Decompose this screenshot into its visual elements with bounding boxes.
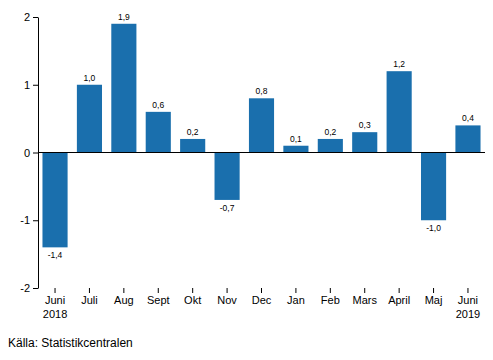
data-label: 0,2 — [324, 127, 336, 137]
plot: -2 -1 0 1 2 Juni2018 Juli Aug Sept Okt Nov Dec Jan Fe… — [20, 11, 485, 320]
x-tick-mark — [158, 288, 159, 293]
y-tick-label: -2 — [20, 282, 30, 294]
y-tick-label: 1 — [24, 79, 30, 91]
x-tick-mark — [89, 288, 90, 293]
x-tick: Juni2018 — [43, 288, 67, 320]
y-tick-mark — [33, 85, 38, 86]
y-tick: 0 — [24, 147, 38, 159]
y-tick: 2 — [24, 11, 38, 23]
data-labels: -1,4 1,0 1,9 0,6 0,2 -0,7 0,8 0,1 0,2 0,3 1,2 -1,0 0… — [48, 12, 474, 261]
x-tick-label: Aug — [114, 294, 134, 306]
bars — [42, 24, 480, 248]
data-label: 0,3 — [359, 120, 371, 130]
chart: -2 -1 0 1 2 Juni2018 Juli Aug Sept Okt Nov Dec Jan Fe… — [0, 0, 493, 360]
x-tick-mark — [295, 288, 296, 293]
bar — [77, 85, 102, 153]
data-label: 0,4 — [462, 113, 474, 123]
x-tick-mark — [399, 288, 400, 293]
bar — [249, 98, 274, 152]
x-tick-mark — [433, 288, 434, 293]
x-tick-label: Maj — [425, 294, 443, 306]
x-tick-label: Mars — [353, 294, 378, 306]
data-label: 0,2 — [187, 127, 199, 137]
x-tick-mark — [192, 288, 193, 293]
data-label: -0,7 — [220, 203, 235, 213]
data-label: 1,2 — [393, 59, 405, 69]
x-tick: Nov — [217, 288, 237, 306]
data-label: 0,6 — [152, 100, 164, 110]
x-tick-label: Sept — [147, 294, 170, 306]
y-tick: -1 — [20, 214, 38, 226]
x-tick-label: April — [388, 294, 410, 306]
zero-line — [38, 152, 485, 153]
y-tick: -2 — [20, 282, 38, 294]
x-tick-mark — [364, 288, 365, 293]
y-tick-mark — [33, 153, 38, 154]
x-tick: Mars — [353, 288, 378, 306]
data-label: 0,8 — [256, 86, 268, 96]
y-tick: 1 — [24, 79, 38, 91]
data-label: -1,0 — [426, 223, 441, 233]
source: Källa: Statistikcentralen — [8, 336, 133, 350]
x-tick-mark — [227, 288, 228, 293]
x-tick-label: Dec — [252, 294, 272, 306]
data-label: 1,0 — [84, 73, 96, 83]
x-tick: Sept — [147, 288, 170, 306]
data-label: -1,4 — [48, 250, 63, 260]
x-tick: Maj — [425, 288, 443, 306]
x-tick: Feb — [321, 288, 340, 306]
x-tick-label: Nov — [217, 294, 237, 306]
bar — [111, 24, 136, 153]
bar — [421, 153, 446, 221]
bar — [455, 125, 480, 152]
x-tick: Jan — [287, 288, 305, 306]
y-tick-label: 0 — [24, 147, 30, 159]
bar — [215, 153, 240, 200]
bar — [283, 146, 308, 153]
x-tick-label: Juni2018 — [43, 294, 67, 320]
y-tick-label: -1 — [20, 214, 30, 226]
x-tick-label: Okt — [184, 294, 201, 306]
x-tick: Okt — [184, 288, 201, 306]
x-tick-mark — [261, 288, 262, 293]
data-label: 1,9 — [118, 12, 130, 22]
x-axis: Juni2018 Juli Aug Sept Okt Nov Dec Jan Feb Mars Ap… — [43, 288, 480, 320]
x-tick-label: Jan — [287, 294, 305, 306]
x-tick-mark — [467, 288, 468, 293]
x-tick-mark — [123, 288, 124, 293]
data-label: 0,1 — [290, 134, 302, 144]
bar — [146, 112, 171, 153]
y-tick-label: 2 — [24, 11, 30, 23]
y-tick-mark — [33, 288, 38, 289]
x-tick: Juni2019 — [456, 288, 480, 320]
x-tick-label: Juli — [81, 294, 98, 306]
x-tick: April — [388, 288, 410, 306]
bar — [387, 71, 412, 152]
y-tick-mark — [33, 220, 38, 221]
x-tick-mark — [55, 288, 56, 293]
bar — [180, 139, 205, 153]
x-tick: Aug — [114, 288, 134, 306]
x-tick: Juli — [81, 288, 98, 306]
x-tick-label: Juni2019 — [456, 294, 480, 320]
y-axis: -2 -1 0 1 2 — [20, 11, 38, 294]
x-tick-label: Feb — [321, 294, 340, 306]
bar — [42, 153, 67, 248]
bar — [318, 139, 343, 153]
y-tick-mark — [33, 17, 38, 18]
x-tick-mark — [330, 288, 331, 293]
x-tick: Dec — [252, 288, 272, 306]
bar — [352, 132, 377, 152]
